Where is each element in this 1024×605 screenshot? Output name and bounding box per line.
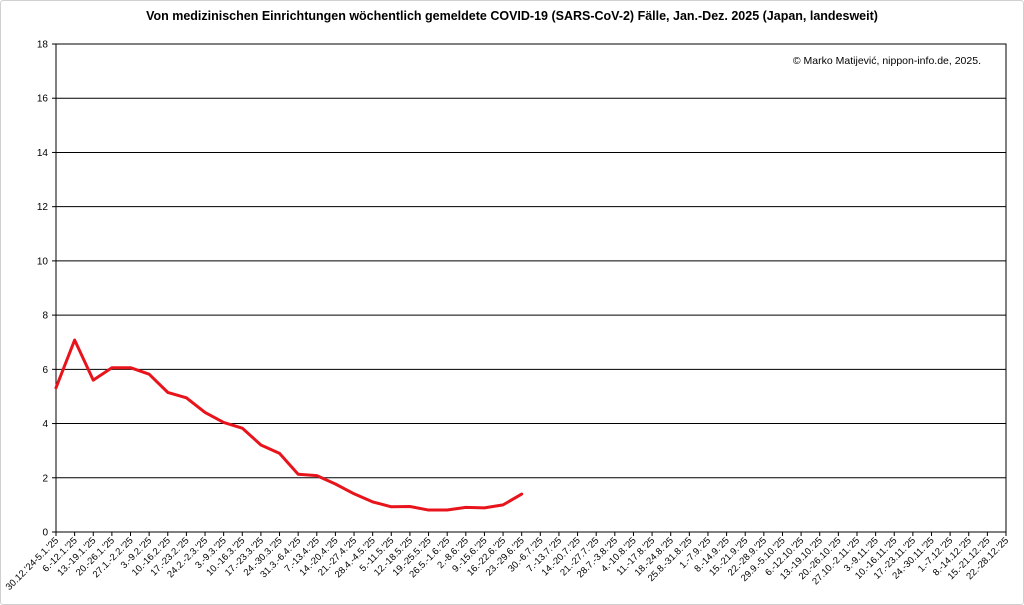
- data-point: [371, 500, 374, 504]
- data-point: [147, 373, 151, 376]
- data-point: [73, 338, 76, 342]
- data-point: [222, 421, 225, 424]
- y-tick-label: 4: [42, 419, 48, 430]
- y-tick-label: 14: [37, 148, 49, 159]
- data-point: [278, 452, 281, 455]
- chart-title: Von medizinischen Einrichtungen wöchentl…: [146, 9, 878, 23]
- plot-area: [55, 43, 1007, 533]
- y-tick-label: 10: [37, 256, 49, 267]
- data-point: [241, 426, 244, 430]
- data-point: [334, 482, 337, 486]
- data-point: [54, 386, 58, 389]
- data-point: [445, 508, 449, 512]
- data-point: [203, 411, 207, 414]
- data-point: [259, 443, 263, 447]
- data-point: [520, 492, 523, 496]
- data-point: [185, 396, 188, 399]
- y-tick-label: 6: [42, 365, 48, 376]
- data-point: [296, 473, 300, 476]
- data-point: [501, 503, 505, 507]
- data-point: [315, 474, 318, 477]
- y-tick-label: 0: [42, 528, 48, 539]
- data-point: [352, 492, 356, 495]
- series-line: [54, 338, 524, 512]
- data-point: [129, 366, 132, 369]
- data-point: [483, 506, 486, 510]
- y-tick-label: 2: [42, 473, 48, 484]
- data-point: [166, 391, 169, 394]
- data-point: [390, 505, 393, 508]
- data-point: [92, 378, 95, 382]
- data-point: [464, 506, 468, 509]
- y-tick-label: 18: [37, 40, 49, 51]
- copyright-annotation: © Marko Matijević, nippon-info.de, 2025.: [793, 55, 981, 67]
- y-tick-label: 16: [37, 94, 49, 105]
- y-tick-label: 8: [42, 311, 48, 322]
- data-point: [110, 366, 114, 369]
- data-point: [408, 505, 412, 508]
- data-point: [427, 508, 430, 512]
- y-tick-label: 12: [37, 202, 49, 213]
